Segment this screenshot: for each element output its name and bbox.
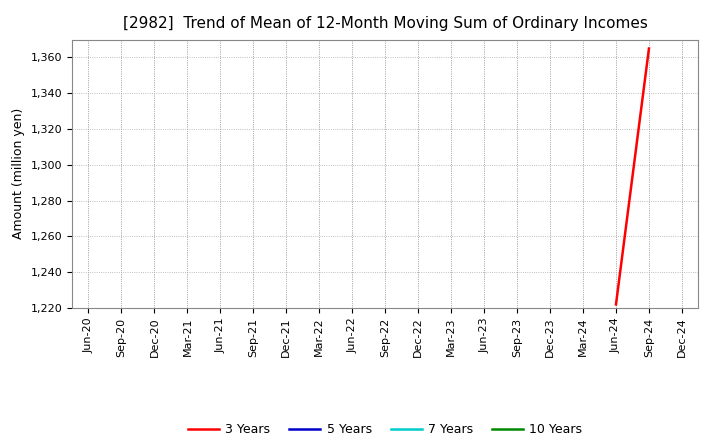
Y-axis label: Amount (million yen): Amount (million yen) — [12, 108, 25, 239]
Title: [2982]  Trend of Mean of 12-Month Moving Sum of Ordinary Incomes: [2982] Trend of Mean of 12-Month Moving … — [123, 16, 647, 32]
Legend: 3 Years, 5 Years, 7 Years, 10 Years: 3 Years, 5 Years, 7 Years, 10 Years — [183, 418, 588, 440]
